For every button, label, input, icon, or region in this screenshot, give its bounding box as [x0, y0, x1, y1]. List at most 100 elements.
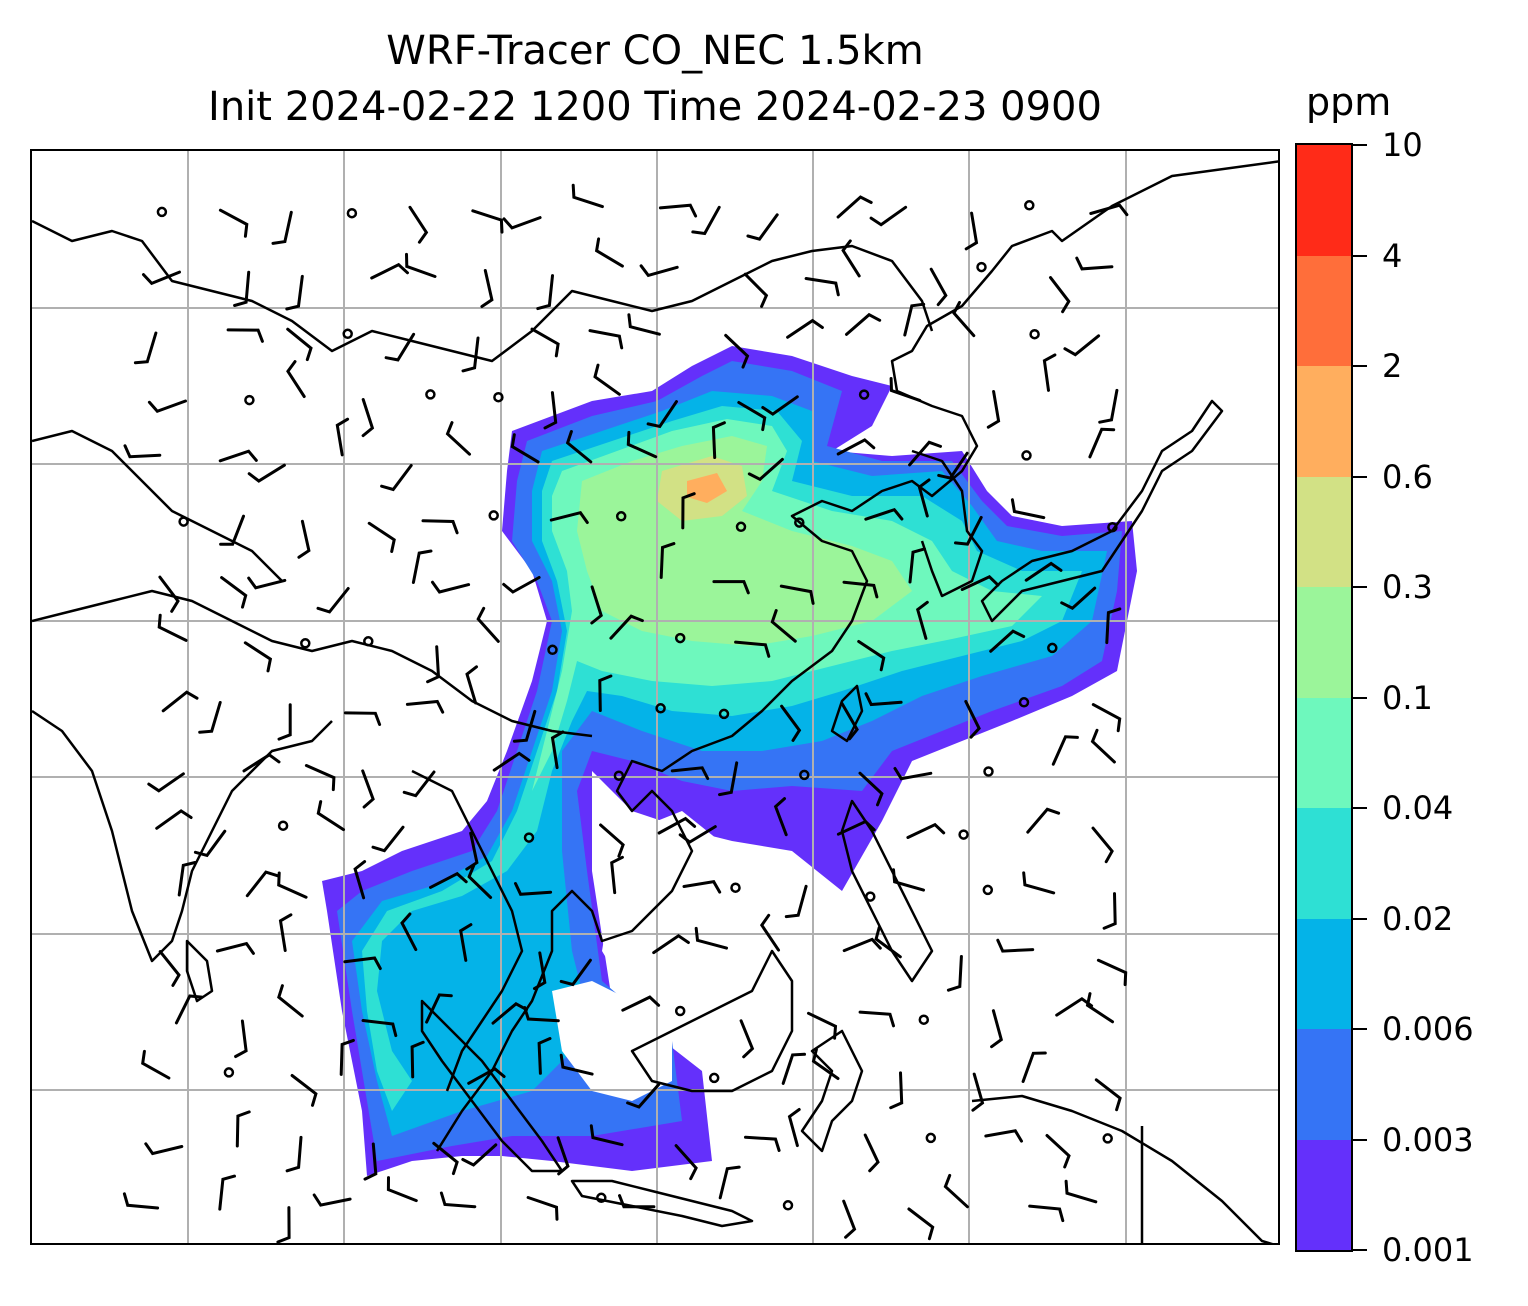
wind-barb [1088, 427, 1116, 459]
colorbar-segment [1297, 145, 1351, 256]
wind-barb [290, 1074, 318, 1107]
wind-barb [1026, 807, 1061, 834]
wind-barb [405, 252, 437, 278]
wind-barb [1091, 826, 1114, 864]
coastlines-and-borders [32, 160, 1278, 1243]
wind-barb [571, 183, 604, 209]
wind-barb [869, 205, 908, 227]
wind-barb [402, 770, 436, 798]
calm-wind-marker [1024, 200, 1035, 211]
wind-barb [335, 417, 350, 457]
wind-barb [431, 580, 471, 594]
colorbar-segment [1297, 366, 1351, 477]
wind-barb [533, 951, 547, 991]
map-panel [30, 149, 1280, 1245]
wind-barb [659, 542, 676, 579]
colorbar-tick [1353, 1138, 1367, 1141]
colorbar-tick [1353, 586, 1367, 588]
coastline-india [32, 709, 333, 963]
wind-barb [618, 1194, 656, 1209]
wind-barb [122, 1192, 160, 1210]
wind-barb [589, 1124, 624, 1147]
colorbar-segment [1297, 476, 1351, 587]
wind-barb [864, 507, 904, 521]
wind-barb [445, 421, 471, 456]
colorbar-segment [1297, 255, 1351, 366]
colorbar-segment [1297, 918, 1351, 1029]
wind-barb [712, 580, 750, 595]
wind-barb [174, 994, 204, 1025]
wind-barb [286, 327, 313, 362]
calm-wind-marker [223, 1067, 235, 1078]
wind-barb [621, 995, 661, 1012]
wind-barb [781, 1052, 806, 1085]
wind-barb [1102, 892, 1117, 930]
wind-barb [1089, 203, 1129, 217]
wind-barb [841, 239, 861, 278]
calm-wind-marker [976, 261, 987, 273]
wind-barb [277, 984, 304, 1018]
map-title-line1: WRF-Tracer CO_NEC 1.5km [386, 28, 924, 74]
wind-barb [718, 761, 739, 797]
wind-barb [1028, 1204, 1065, 1223]
wind-barb [480, 269, 494, 308]
wind-barb [467, 1066, 506, 1085]
colorbar-tick-label: 0.6 [1382, 457, 1433, 496]
border-china-north [32, 219, 934, 363]
wind-barb [786, 318, 824, 339]
wind-barb [1090, 728, 1116, 764]
wind-barb [476, 606, 500, 643]
wind-barb [400, 912, 418, 952]
wind-barb [285, 274, 304, 311]
calm-wind-marker [858, 389, 870, 400]
wind-barb [316, 587, 350, 614]
wind-barb [1021, 1051, 1047, 1083]
wind-barb [514, 882, 553, 896]
calm-wind-marker [1102, 1133, 1113, 1144]
wind-barb [429, 871, 468, 889]
wind-barb [903, 302, 926, 337]
wind-barb [734, 640, 771, 658]
wind-barb [286, 360, 306, 398]
wind-barb [439, 1191, 477, 1209]
colorbar-segment [1297, 1029, 1351, 1140]
wind-barb [1105, 607, 1122, 645]
wind-barb [215, 941, 255, 955]
wind-barb [157, 613, 188, 642]
coastline-sulawesi-moluccas [800, 1029, 864, 1153]
wind-barb [220, 576, 248, 609]
calm-wind-marker [277, 820, 289, 831]
calm-wind-marker [674, 632, 686, 644]
wind-barb [491, 1001, 528, 1025]
wind-barb [343, 711, 382, 726]
coastline-indochina [411, 769, 524, 1092]
wind-barb [226, 328, 264, 343]
wind-barb [874, 926, 902, 959]
wind-barb [1085, 992, 1114, 1024]
calm-wind-marker [178, 516, 189, 527]
coastline-sri-lanka [185, 939, 214, 1003]
wind-barb [219, 514, 245, 546]
colorbar-tick-label: 0.006 [1382, 1010, 1474, 1048]
wind-barb [609, 614, 644, 640]
wind-barb [276, 1206, 291, 1243]
wind-barb [739, 1019, 755, 1059]
wind-barb [670, 766, 710, 780]
colorbar-segment [1297, 1139, 1351, 1250]
wind-barb [889, 377, 922, 402]
wind-barb [556, 1136, 570, 1176]
calm-wind-marker [342, 328, 353, 340]
wind-barb [674, 1144, 698, 1181]
colorbar-tick-label: 4 [1382, 236, 1403, 275]
wind-barb [694, 926, 728, 950]
wind-barb [892, 868, 925, 892]
wind-barb [1010, 498, 1046, 520]
wind-barb [626, 1083, 661, 1109]
colorbar-tick [1353, 144, 1367, 146]
wind-barb [177, 861, 197, 897]
wind-barb [691, 205, 721, 236]
colorbar-tick [1353, 807, 1367, 809]
wind-barb [565, 430, 593, 464]
wind-barb [747, 457, 784, 482]
calm-wind-marker [488, 510, 499, 521]
